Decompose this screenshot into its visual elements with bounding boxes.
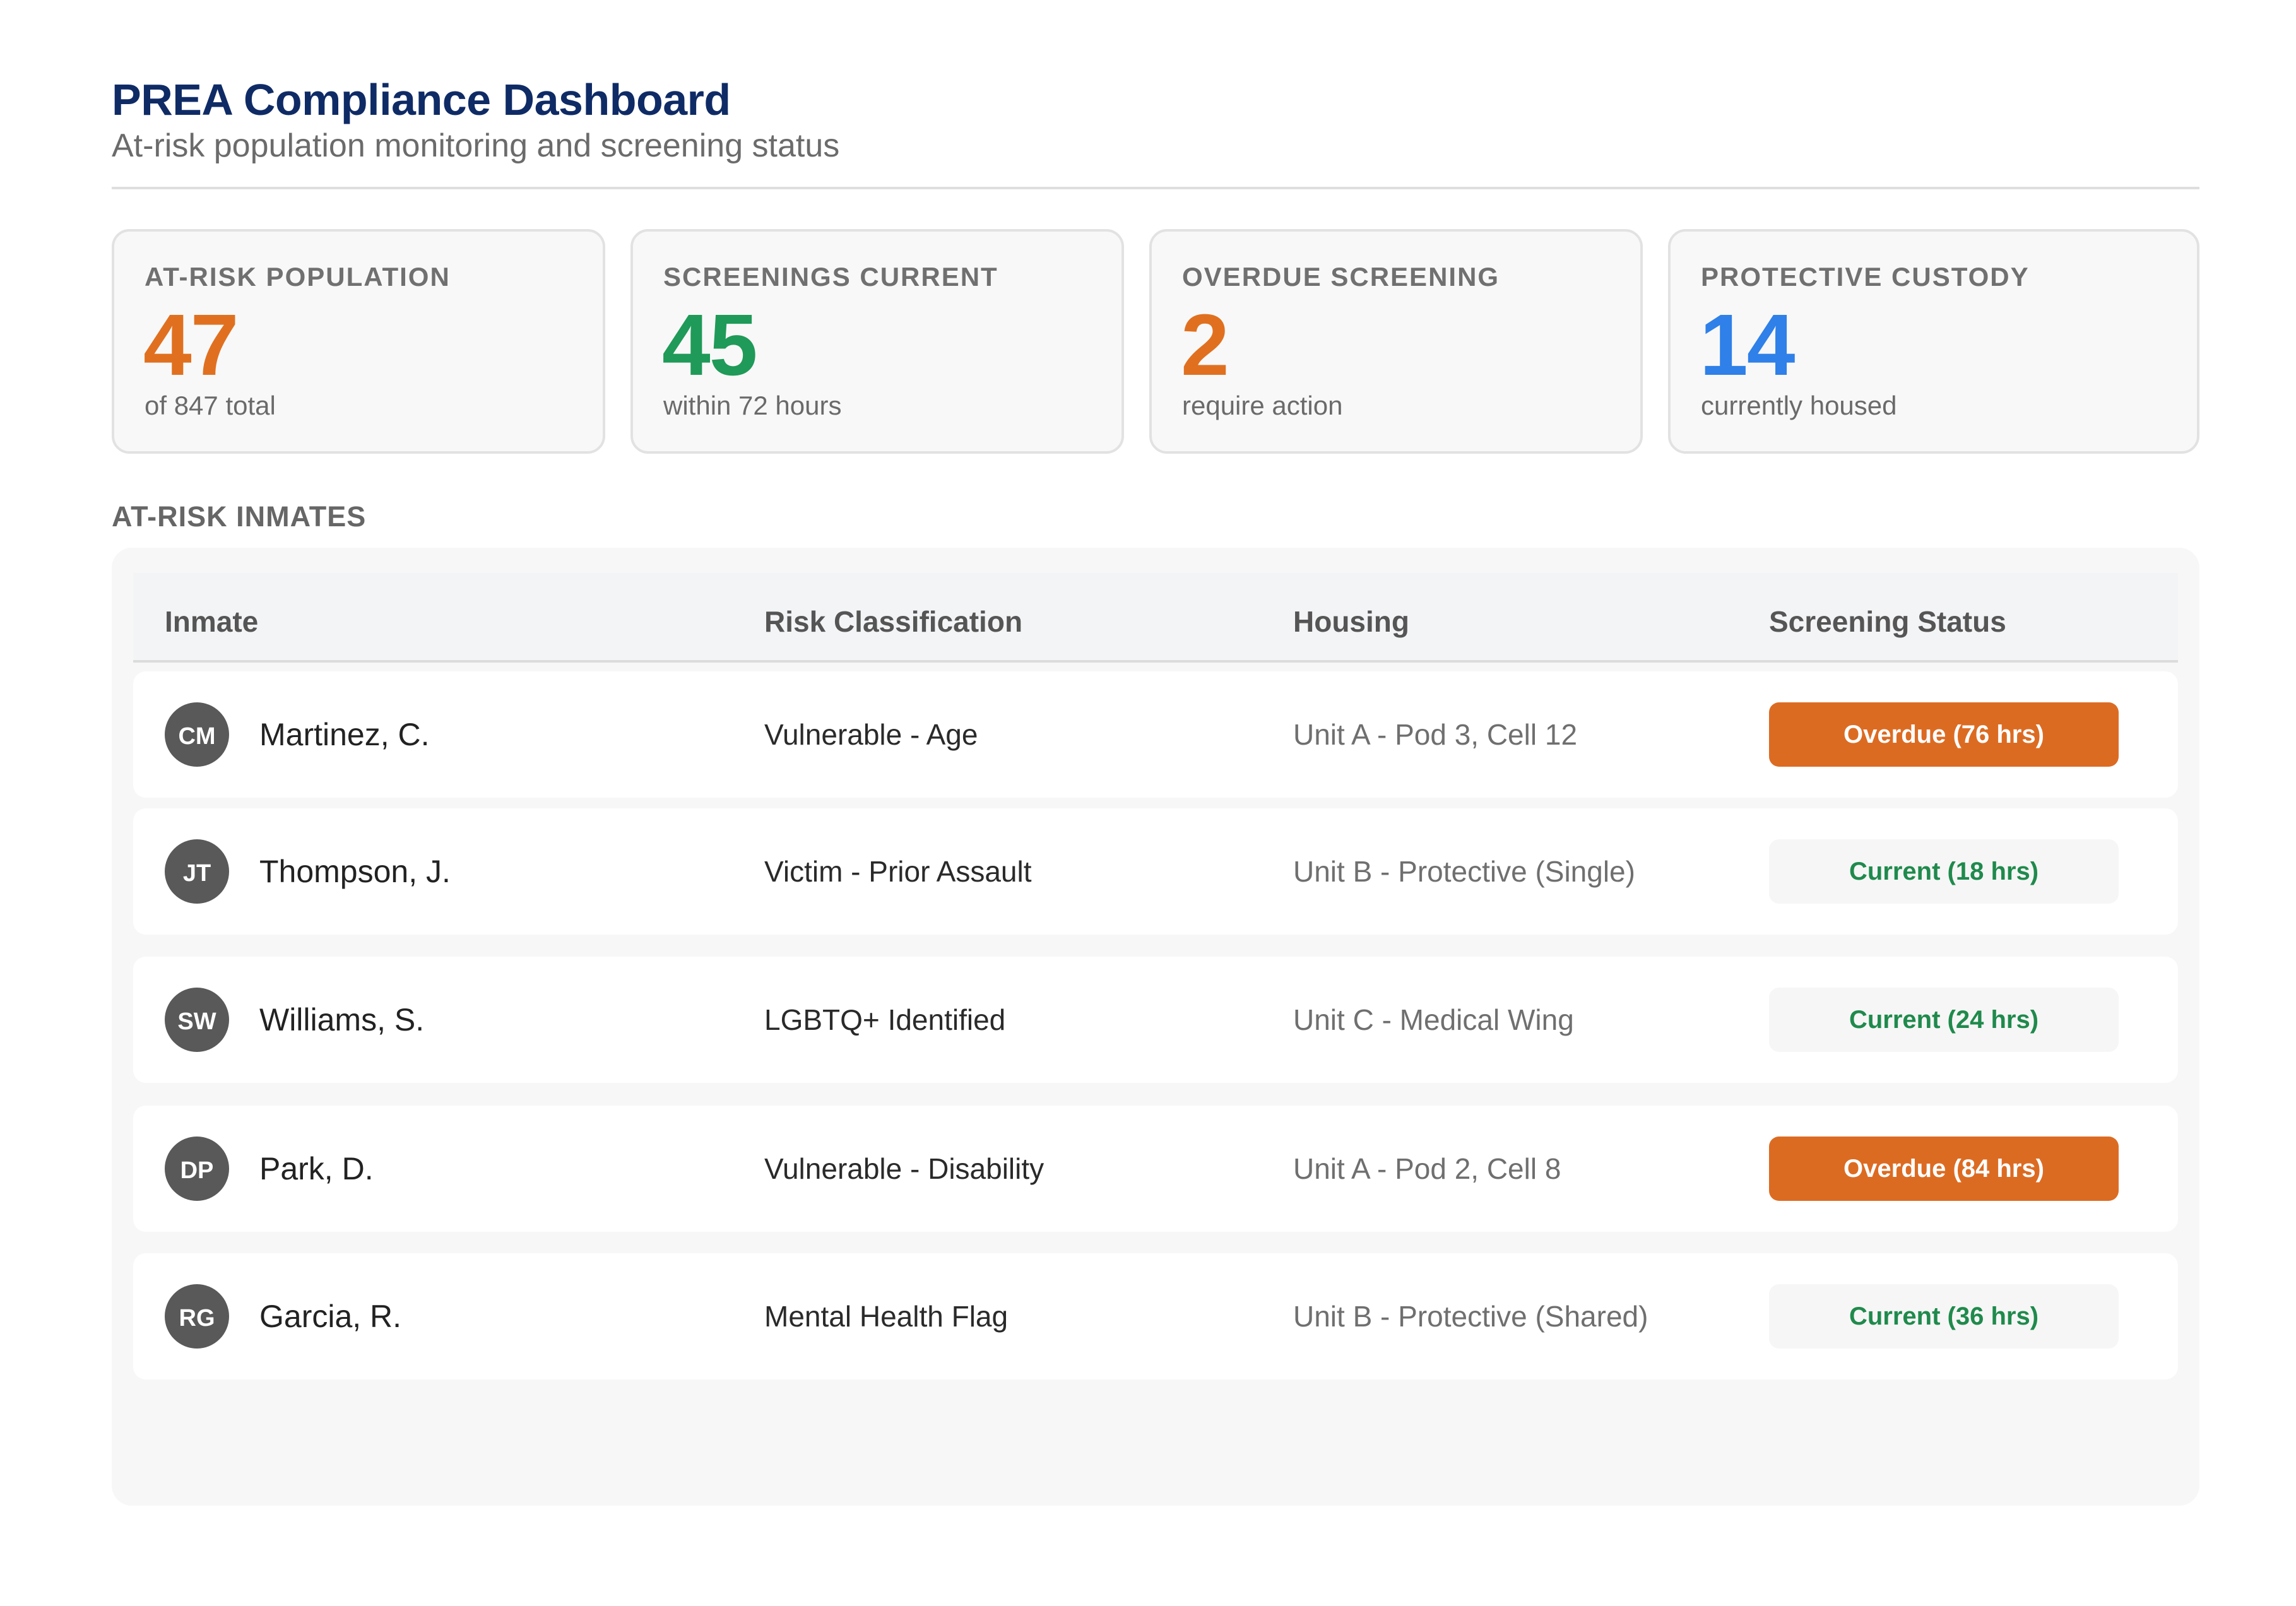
kpi-subtext: require action (1182, 391, 1343, 420)
kpi-label: OVERDUE SCREENING (1182, 262, 1500, 292)
inmate-name: Park, D. (259, 1151, 374, 1186)
column-header-status[interactable]: Screening Status (1769, 605, 2006, 638)
status-badge[interactable]: Current (36 hrs) (1769, 1284, 2119, 1349)
housing-location: Unit C - Medical Wing (1293, 1003, 1574, 1036)
table-row[interactable]: RG Garcia, R. Mental Health Flag Unit B … (133, 1253, 2178, 1379)
column-header-inmate[interactable]: Inmate (165, 605, 259, 638)
risk-classification: Vulnerable - Age (764, 718, 978, 751)
avatar: DP (165, 1137, 229, 1201)
kpi-value: 2 (1181, 297, 1229, 394)
kpi-value: 14 (1700, 297, 1795, 394)
kpi-label: AT-RISK POPULATION (145, 262, 451, 292)
section-title: AT-RISK INMATES (112, 500, 367, 533)
column-header-risk[interactable]: Risk Classification (764, 605, 1023, 638)
kpi-card-overdue-screening: OVERDUE SCREENING 2 require action (1149, 229, 1643, 454)
page-title: PREA Compliance Dashboard (112, 75, 731, 124)
risk-classification: Victim - Prior Assault (764, 855, 1032, 888)
inmate-name: Garcia, R. (259, 1299, 402, 1334)
risk-classification: Mental Health Flag (764, 1300, 1009, 1333)
status-badge[interactable]: Overdue (76 hrs) (1769, 702, 2119, 767)
risk-classification: Vulnerable - Disability (764, 1152, 1044, 1185)
kpi-card-protective-custody: PROTECTIVE CUSTODY 14 currently housed (1668, 229, 2199, 454)
table-header: Inmate Risk Classification Housing Scree… (133, 573, 2178, 663)
kpi-label: SCREENINGS CURRENT (663, 262, 998, 292)
column-header-housing[interactable]: Housing (1293, 605, 1409, 638)
kpi-label: PROTECTIVE CUSTODY (1701, 262, 2030, 292)
kpi-subtext: within 72 hours (663, 391, 842, 420)
page-subtitle: At-risk population monitoring and screen… (112, 127, 840, 164)
housing-location: Unit B - Protective (Single) (1293, 855, 1635, 888)
avatar: SW (165, 988, 229, 1052)
risk-classification: LGBTQ+ Identified (764, 1003, 1006, 1036)
table-row[interactable]: DP Park, D. Vulnerable - Disability Unit… (133, 1106, 2178, 1232)
kpi-card-screenings-current: SCREENINGS CURRENT 45 within 72 hours (630, 229, 1124, 454)
table-row[interactable]: CM Martinez, C. Vulnerable - Age Unit A … (133, 671, 2178, 798)
header-divider (112, 187, 2199, 189)
inmate-name: Thompson, J. (259, 854, 451, 889)
kpi-value: 45 (662, 297, 757, 394)
inmate-name: Williams, S. (259, 1002, 425, 1037)
kpi-value: 47 (143, 297, 239, 394)
status-badge[interactable]: Overdue (84 hrs) (1769, 1137, 2119, 1201)
inmate-name: Martinez, C. (259, 717, 430, 752)
avatar: CM (165, 702, 229, 767)
at-risk-inmates-table: Inmate Risk Classification Housing Scree… (112, 548, 2199, 1506)
status-badge[interactable]: Current (18 hrs) (1769, 839, 2119, 904)
table-row[interactable]: SW Williams, S. LGBTQ+ Identified Unit C… (133, 957, 2178, 1083)
housing-location: Unit B - Protective (Shared) (1293, 1300, 1648, 1333)
kpi-card-at-risk-population: AT-RISK POPULATION 47 of 847 total (112, 229, 605, 454)
avatar: JT (165, 839, 229, 904)
housing-location: Unit A - Pod 3, Cell 12 (1293, 718, 1578, 751)
status-badge[interactable]: Current (24 hrs) (1769, 988, 2119, 1052)
avatar: RG (165, 1284, 229, 1349)
housing-location: Unit A - Pod 2, Cell 8 (1293, 1152, 1561, 1185)
kpi-subtext: currently housed (1701, 391, 1897, 420)
kpi-subtext: of 847 total (145, 391, 276, 420)
table-row[interactable]: JT Thompson, J. Victim - Prior Assault U… (133, 808, 2178, 935)
